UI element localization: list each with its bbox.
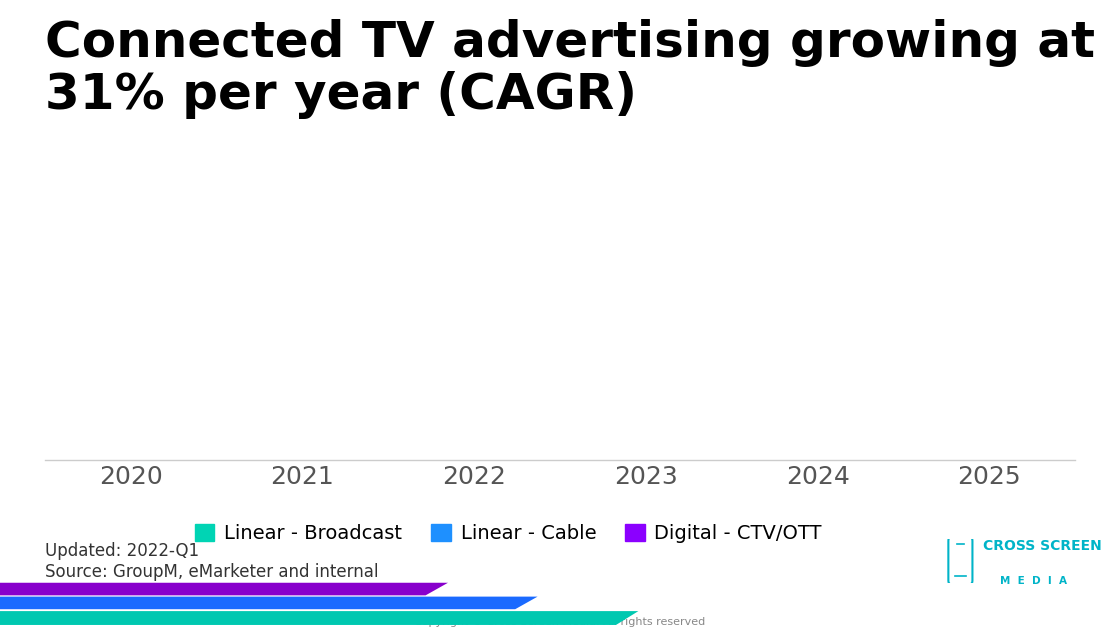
Text: Connected TV advertising growing at
31% per year (CAGR): Connected TV advertising growing at 31% …: [45, 19, 1094, 118]
Text: M  E  D  I  A: M E D I A: [1000, 576, 1067, 587]
Legend: Linear - Broadcast, Linear - Cable, Digital - CTV/OTT: Linear - Broadcast, Linear - Cable, Digi…: [187, 516, 830, 551]
Text: CROSS SCREEN: CROSS SCREEN: [983, 539, 1102, 553]
Text: Updated: 2022-Q1
Source: GroupM, eMarketer and internal: Updated: 2022-Q1 Source: GroupM, eMarket…: [45, 542, 379, 581]
Text: Copyright © Cross Screen Media. All rights reserved: Copyright © Cross Screen Media. All righ…: [414, 617, 706, 627]
